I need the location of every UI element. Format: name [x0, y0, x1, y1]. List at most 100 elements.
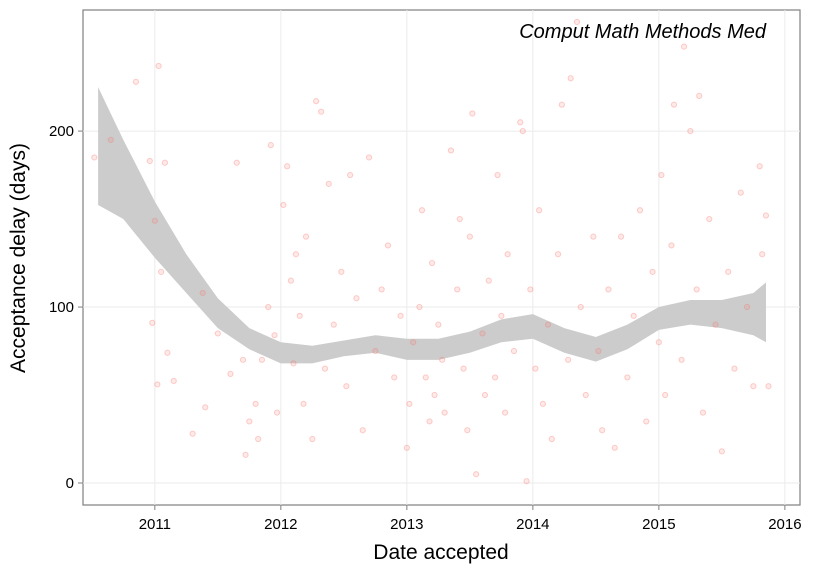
point: [718, 448, 725, 455]
point: [300, 400, 307, 407]
point: [265, 303, 272, 311]
point: [725, 268, 732, 275]
point: [517, 119, 524, 126]
point: [359, 427, 366, 434]
point: [422, 374, 429, 381]
point: [258, 356, 266, 363]
point: [567, 75, 574, 82]
point: [302, 233, 310, 240]
point: [519, 127, 526, 135]
point: [227, 370, 234, 378]
point: [548, 435, 555, 443]
x-tick-label: 2014: [516, 516, 549, 533]
point: [611, 444, 618, 451]
point: [439, 356, 446, 363]
point: [214, 330, 221, 337]
point: [154, 381, 161, 388]
point: [731, 365, 738, 372]
point: [365, 154, 373, 161]
point: [255, 435, 262, 443]
point: [655, 339, 662, 346]
point: [273, 409, 281, 416]
point: [456, 215, 463, 223]
point: [441, 409, 448, 416]
point: [343, 383, 350, 390]
point: [378, 286, 385, 293]
point: [649, 268, 656, 275]
point: [271, 332, 278, 339]
point: [132, 78, 140, 85]
point: [712, 321, 719, 328]
point: [267, 142, 274, 149]
point: [309, 435, 316, 443]
point: [155, 62, 162, 70]
x-axis-title: Date accepted: [373, 541, 508, 564]
point: [464, 427, 471, 434]
point: [696, 92, 703, 99]
point: [403, 444, 410, 451]
point: [252, 400, 259, 407]
point: [318, 108, 325, 115]
point: [321, 365, 329, 372]
point: [161, 159, 169, 166]
point: [372, 347, 379, 355]
point: [149, 319, 156, 326]
point: [91, 154, 98, 161]
point: [590, 233, 597, 240]
plot-panel: [82, 9, 801, 506]
point: [397, 312, 404, 319]
x-tick-label: 2013: [390, 516, 423, 533]
point: [523, 478, 530, 485]
point: [554, 251, 562, 258]
point: [466, 233, 473, 240]
point: [577, 303, 584, 311]
y-tick-label: 200: [49, 123, 74, 140]
point: [479, 330, 486, 337]
point: [699, 409, 707, 416]
point: [233, 159, 240, 166]
point: [239, 356, 247, 363]
point: [750, 383, 757, 390]
x-tick-label: 2012: [264, 516, 297, 533]
point: [737, 189, 744, 196]
point: [481, 391, 489, 399]
point: [107, 136, 114, 143]
point: [759, 251, 766, 258]
point: [558, 101, 565, 108]
point: [498, 312, 505, 319]
point: [447, 147, 455, 154]
point: [636, 207, 644, 214]
point: [428, 259, 436, 267]
x-tick-label: 2015: [642, 516, 675, 533]
point: [491, 374, 499, 381]
point: [573, 18, 581, 26]
point: [599, 427, 606, 434]
point: [693, 286, 700, 293]
point: [643, 418, 650, 425]
point: [502, 409, 509, 416]
point: [668, 242, 675, 249]
point: [743, 303, 751, 311]
point: [582, 391, 589, 399]
point: [189, 430, 196, 437]
point: [624, 374, 631, 381]
point: [658, 171, 665, 179]
point: [617, 233, 625, 240]
point: [406, 400, 413, 407]
point: [290, 360, 297, 367]
point: [158, 268, 165, 275]
x-tick-label: 2016: [768, 516, 801, 533]
point: [762, 212, 770, 219]
point: [391, 374, 398, 381]
annotation: Comput Math Methods Med: [519, 21, 767, 43]
point: [242, 451, 249, 458]
x-tick-label: 2011: [139, 516, 171, 533]
point: [504, 251, 511, 258]
point: [485, 277, 492, 284]
point: [536, 207, 543, 214]
point: [527, 286, 534, 293]
point: [146, 157, 153, 165]
y-tick-label: 100: [49, 299, 74, 316]
point: [431, 391, 438, 399]
